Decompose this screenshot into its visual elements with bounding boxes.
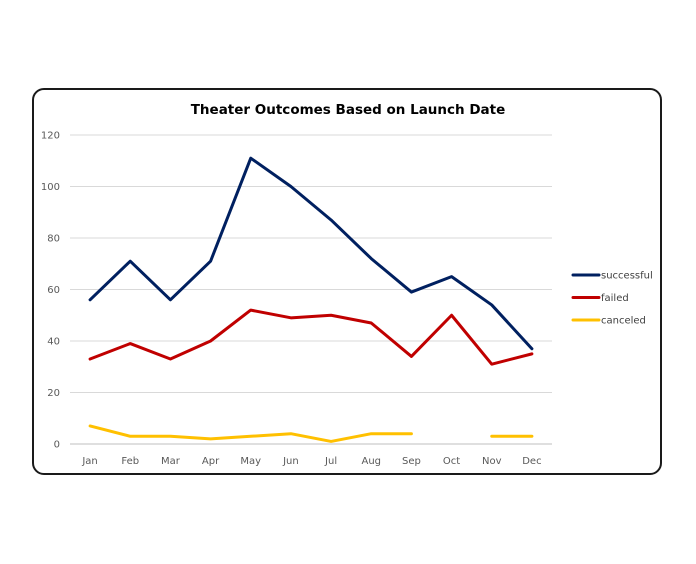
x-tick-label: Jan — [81, 456, 97, 467]
gridlines — [70, 134, 552, 445]
x-tick-label: Nov — [482, 456, 502, 467]
x-tick-label: Jul — [324, 456, 337, 467]
y-tick-label: 0 — [54, 440, 60, 451]
x-tick-label: Dec — [522, 456, 541, 467]
y-tick-label: 20 — [47, 388, 60, 399]
legend-label-successful: successful — [601, 271, 653, 282]
legend-label-failed: failed — [601, 293, 629, 304]
y-tick-label: 60 — [47, 285, 60, 296]
series-lines — [88, 156, 534, 443]
legend-label-canceled: canceled — [601, 316, 646, 327]
y-axis-ticks: 0 20 40 60 80 100 120 — [41, 131, 60, 451]
series-line-failed — [88, 308, 534, 366]
x-axis-ticks: Jan Feb Mar Apr May Jun Jul Aug Sep Oct Nov Dec — [81, 456, 541, 467]
x-tick-label: Sep — [402, 456, 421, 467]
x-tick-label: Oct — [443, 456, 460, 467]
y-tick-label: 80 — [47, 234, 60, 245]
chart-title: Theater Outcomes Based on Launch Date — [191, 102, 506, 118]
series-line-successful — [88, 156, 534, 351]
legend: successful failed canceled — [571, 271, 653, 327]
y-tick-label: 120 — [41, 131, 60, 142]
x-tick-label: Jun — [282, 456, 299, 467]
x-tick-label: Feb — [121, 456, 139, 467]
y-tick-label: 100 — [41, 182, 60, 193]
chart-frame — [32, 88, 662, 475]
y-tick-label: 40 — [47, 337, 60, 348]
series-line-canceled — [88, 424, 413, 443]
x-tick-label: Mar — [161, 456, 181, 467]
x-tick-label: Aug — [361, 456, 381, 467]
x-tick-label: Apr — [202, 456, 220, 467]
x-tick-label: May — [240, 456, 261, 467]
